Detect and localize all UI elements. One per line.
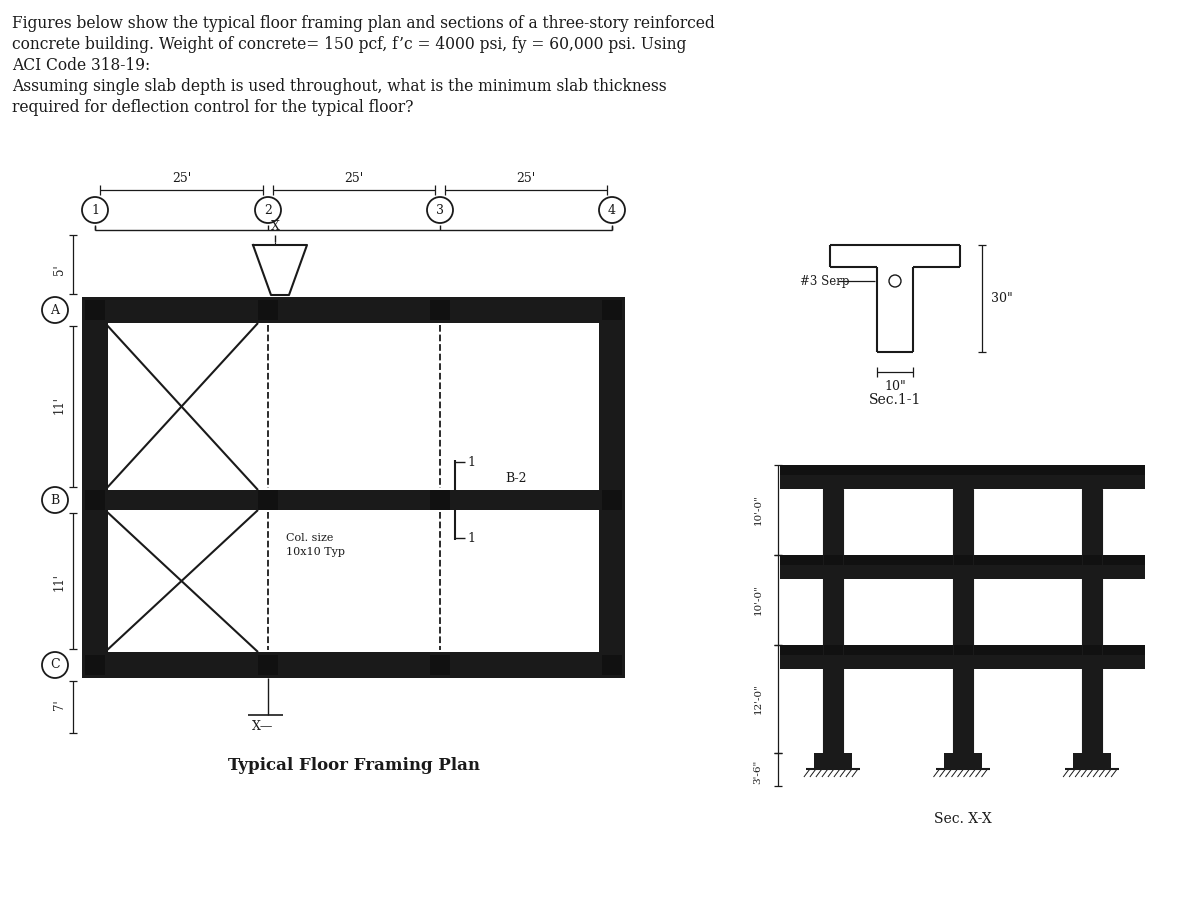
Text: B: B: [50, 493, 60, 507]
Text: X: X: [270, 220, 280, 234]
Bar: [943, 753, 982, 769]
Bar: [430, 300, 450, 320]
Bar: [258, 655, 278, 675]
Bar: [823, 489, 842, 555]
Bar: [85, 300, 106, 320]
Text: 1: 1: [467, 456, 475, 469]
Bar: [602, 655, 622, 675]
Text: Assuming single slab depth is used throughout, what is the minimum slab thicknes: Assuming single slab depth is used throu…: [12, 78, 667, 95]
Text: concrete building. Weight of concrete= 150 pcf, f’c = 4000 psi, fy = 60,000 psi.: concrete building. Weight of concrete= 1…: [12, 36, 686, 53]
Bar: [430, 490, 450, 510]
Text: 25': 25': [344, 171, 364, 185]
Bar: [953, 579, 972, 645]
Bar: [814, 753, 852, 769]
Text: 7': 7': [53, 700, 66, 711]
Bar: [953, 669, 972, 753]
Text: 25': 25': [516, 171, 535, 185]
Text: X—: X—: [252, 721, 274, 733]
Text: 10'-0": 10'-0": [754, 584, 762, 615]
Text: #3 Serp: #3 Serp: [800, 275, 850, 288]
Text: C: C: [50, 659, 60, 672]
Text: 4: 4: [608, 204, 616, 217]
Text: Sec.1-1: Sec.1-1: [869, 393, 922, 407]
Text: Typical Floor Framing Plan: Typical Floor Framing Plan: [228, 756, 480, 773]
Bar: [780, 465, 1145, 475]
Bar: [82, 297, 108, 678]
Text: 10": 10": [884, 379, 906, 392]
Text: required for deflection control for the typical floor?: required for deflection control for the …: [12, 99, 414, 116]
Bar: [953, 489, 972, 555]
Text: 2: 2: [264, 204, 272, 217]
Bar: [823, 669, 842, 753]
Text: 12'-0": 12'-0": [754, 683, 762, 714]
Text: Col. size: Col. size: [286, 533, 334, 543]
Bar: [85, 652, 622, 678]
Bar: [780, 555, 1145, 565]
Bar: [953, 489, 972, 753]
Text: A: A: [50, 304, 60, 317]
Bar: [258, 490, 278, 510]
Text: B-2: B-2: [505, 471, 527, 484]
Bar: [85, 490, 106, 510]
Bar: [823, 579, 842, 645]
Bar: [780, 565, 1145, 579]
Text: 25': 25': [172, 171, 191, 185]
Bar: [430, 655, 450, 675]
Text: 3: 3: [436, 204, 444, 217]
Text: 1: 1: [91, 204, 98, 217]
Bar: [258, 300, 278, 320]
Bar: [1082, 669, 1102, 753]
Text: 10'-0": 10'-0": [754, 494, 762, 525]
Bar: [85, 490, 622, 510]
Bar: [85, 655, 106, 675]
Text: 1: 1: [467, 531, 475, 544]
Text: 3'-6": 3'-6": [754, 760, 762, 784]
Bar: [780, 475, 1145, 489]
Bar: [1073, 753, 1111, 769]
Text: 30": 30": [991, 292, 1013, 305]
Bar: [602, 300, 622, 320]
Text: ACI Code 318-19:: ACI Code 318-19:: [12, 57, 150, 74]
Text: Sec. X-X: Sec. X-X: [934, 812, 991, 826]
Text: 10x10 Typ: 10x10 Typ: [286, 547, 346, 557]
Bar: [1082, 489, 1102, 555]
Text: 5': 5': [53, 265, 66, 276]
Bar: [1082, 489, 1102, 753]
Bar: [823, 489, 842, 753]
Bar: [780, 655, 1145, 669]
Text: Figures below show the typical floor framing plan and sections of a three-story : Figures below show the typical floor fra…: [12, 15, 715, 32]
Bar: [780, 645, 1145, 655]
Bar: [85, 297, 622, 323]
Bar: [602, 490, 622, 510]
Text: 11': 11': [53, 396, 66, 414]
Bar: [599, 297, 625, 678]
Bar: [1082, 579, 1102, 645]
Text: 11': 11': [53, 573, 66, 592]
